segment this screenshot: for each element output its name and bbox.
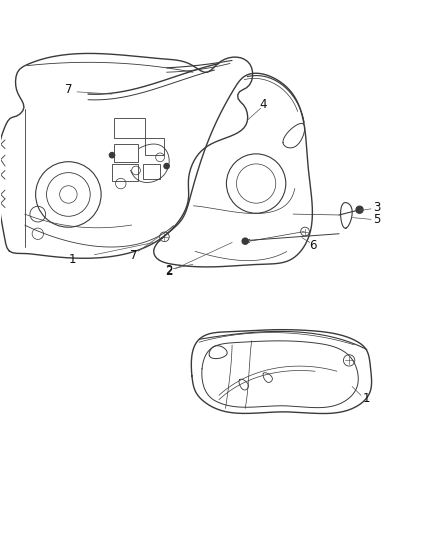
Text: 1: 1 [69,254,77,266]
Bar [143,164,160,179]
Text: 2: 2 [165,264,173,277]
Text: 7: 7 [130,249,138,262]
Bar [114,144,138,161]
Text: 4: 4 [259,99,266,111]
Circle shape [110,152,115,158]
Bar [145,138,164,155]
Text: 2: 2 [165,265,173,278]
Text: 3: 3 [373,201,381,214]
Text: 7: 7 [65,83,72,96]
Text: 1: 1 [363,392,370,405]
Circle shape [164,164,169,169]
Circle shape [242,238,248,244]
Text: 5: 5 [373,213,381,226]
Circle shape [356,206,363,213]
Text: 6: 6 [309,239,317,252]
Bar [112,164,138,181]
Bar [114,118,145,138]
